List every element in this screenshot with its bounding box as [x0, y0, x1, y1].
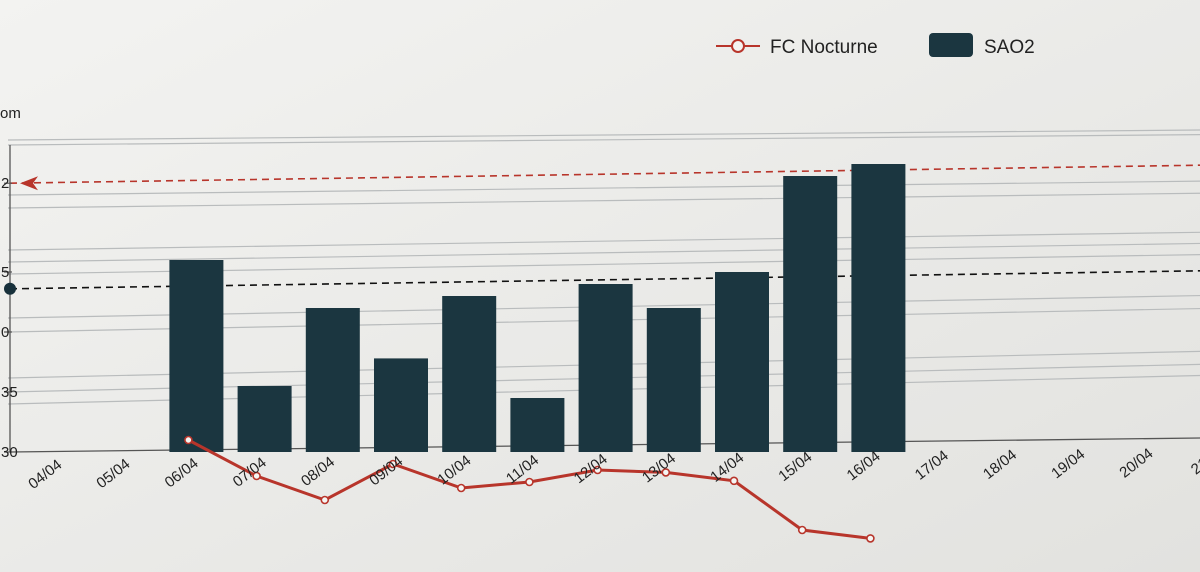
y-tick-label: 30: [1, 444, 18, 461]
black-reference-dot-marker: [4, 282, 16, 295]
grid-line: [7, 134, 1200, 146]
y-axis-unit-label: om: [0, 105, 21, 122]
legend: FC Nocturne SAO2: [716, 33, 1035, 58]
legend-label-fc-nocturne: FC Nocturne: [770, 37, 878, 58]
point-fc-nocturne-08-04[interactable]: [320, 495, 330, 505]
point-fc-nocturne-10-04[interactable]: [456, 483, 466, 493]
point-fc-nocturne-07-04[interactable]: [252, 471, 261, 481]
point-fc-nocturne-11-04[interactable]: [525, 477, 534, 487]
point-fc-nocturne-13-04[interactable]: [661, 468, 671, 477]
bar-sao2-08-04[interactable]: [305, 308, 360, 452]
legend-label-sao2: SAO2: [984, 37, 1035, 58]
y-tick-label: 0: [1, 324, 9, 341]
grid-line: [7, 192, 1200, 209]
bar-sao2-10-04[interactable]: [442, 296, 497, 452]
y-tick-label: 2: [1, 175, 9, 192]
bar-sao2-07-04[interactable]: [237, 386, 292, 452]
point-fc-nocturne-12-04[interactable]: [593, 465, 602, 475]
grid-line: [7, 129, 1200, 141]
grid-line: [7, 242, 1200, 263]
legend-item-fc-nocturne[interactable]: FC Nocturne: [716, 37, 878, 58]
legend-sao2-swatch: [929, 33, 973, 57]
line-series: [184, 435, 875, 543]
bar-sao2-11-04[interactable]: [510, 398, 565, 452]
bar-sao2-13-04[interactable]: [646, 308, 701, 452]
red-reference-arrow-marker: [20, 176, 38, 191]
point-fc-nocturne-06-04[interactable]: [184, 435, 193, 445]
bar-sao2-14-04[interactable]: [715, 272, 769, 452]
bar-series: [169, 164, 906, 452]
bar-sao2-15-04[interactable]: [783, 176, 838, 452]
point-fc-nocturne-16-04[interactable]: [866, 534, 875, 543]
legend-fc-nocturne-marker: [731, 39, 745, 53]
y-tick-label: 5: [1, 264, 9, 281]
point-fc-nocturne-14-04[interactable]: [729, 476, 739, 486]
legend-item-sao2[interactable]: SAO2: [929, 33, 1035, 58]
bar-sao2-16-04[interactable]: [851, 164, 906, 452]
point-fc-nocturne-09-04[interactable]: [388, 459, 398, 469]
grid-line: [7, 180, 1200, 196]
bar-sao2-09-04[interactable]: [374, 358, 428, 452]
y-tick-labels: 30 35 0 5 2: [1, 175, 18, 461]
bar-sao2-12-04[interactable]: [578, 284, 633, 452]
point-fc-nocturne-15-04[interactable]: [797, 525, 807, 535]
bar-sao2-06-04[interactable]: [169, 260, 224, 452]
grid-line: [7, 231, 1200, 251]
y-tick-label: 35: [1, 384, 18, 401]
red-reference-line: [9, 164, 1200, 184]
